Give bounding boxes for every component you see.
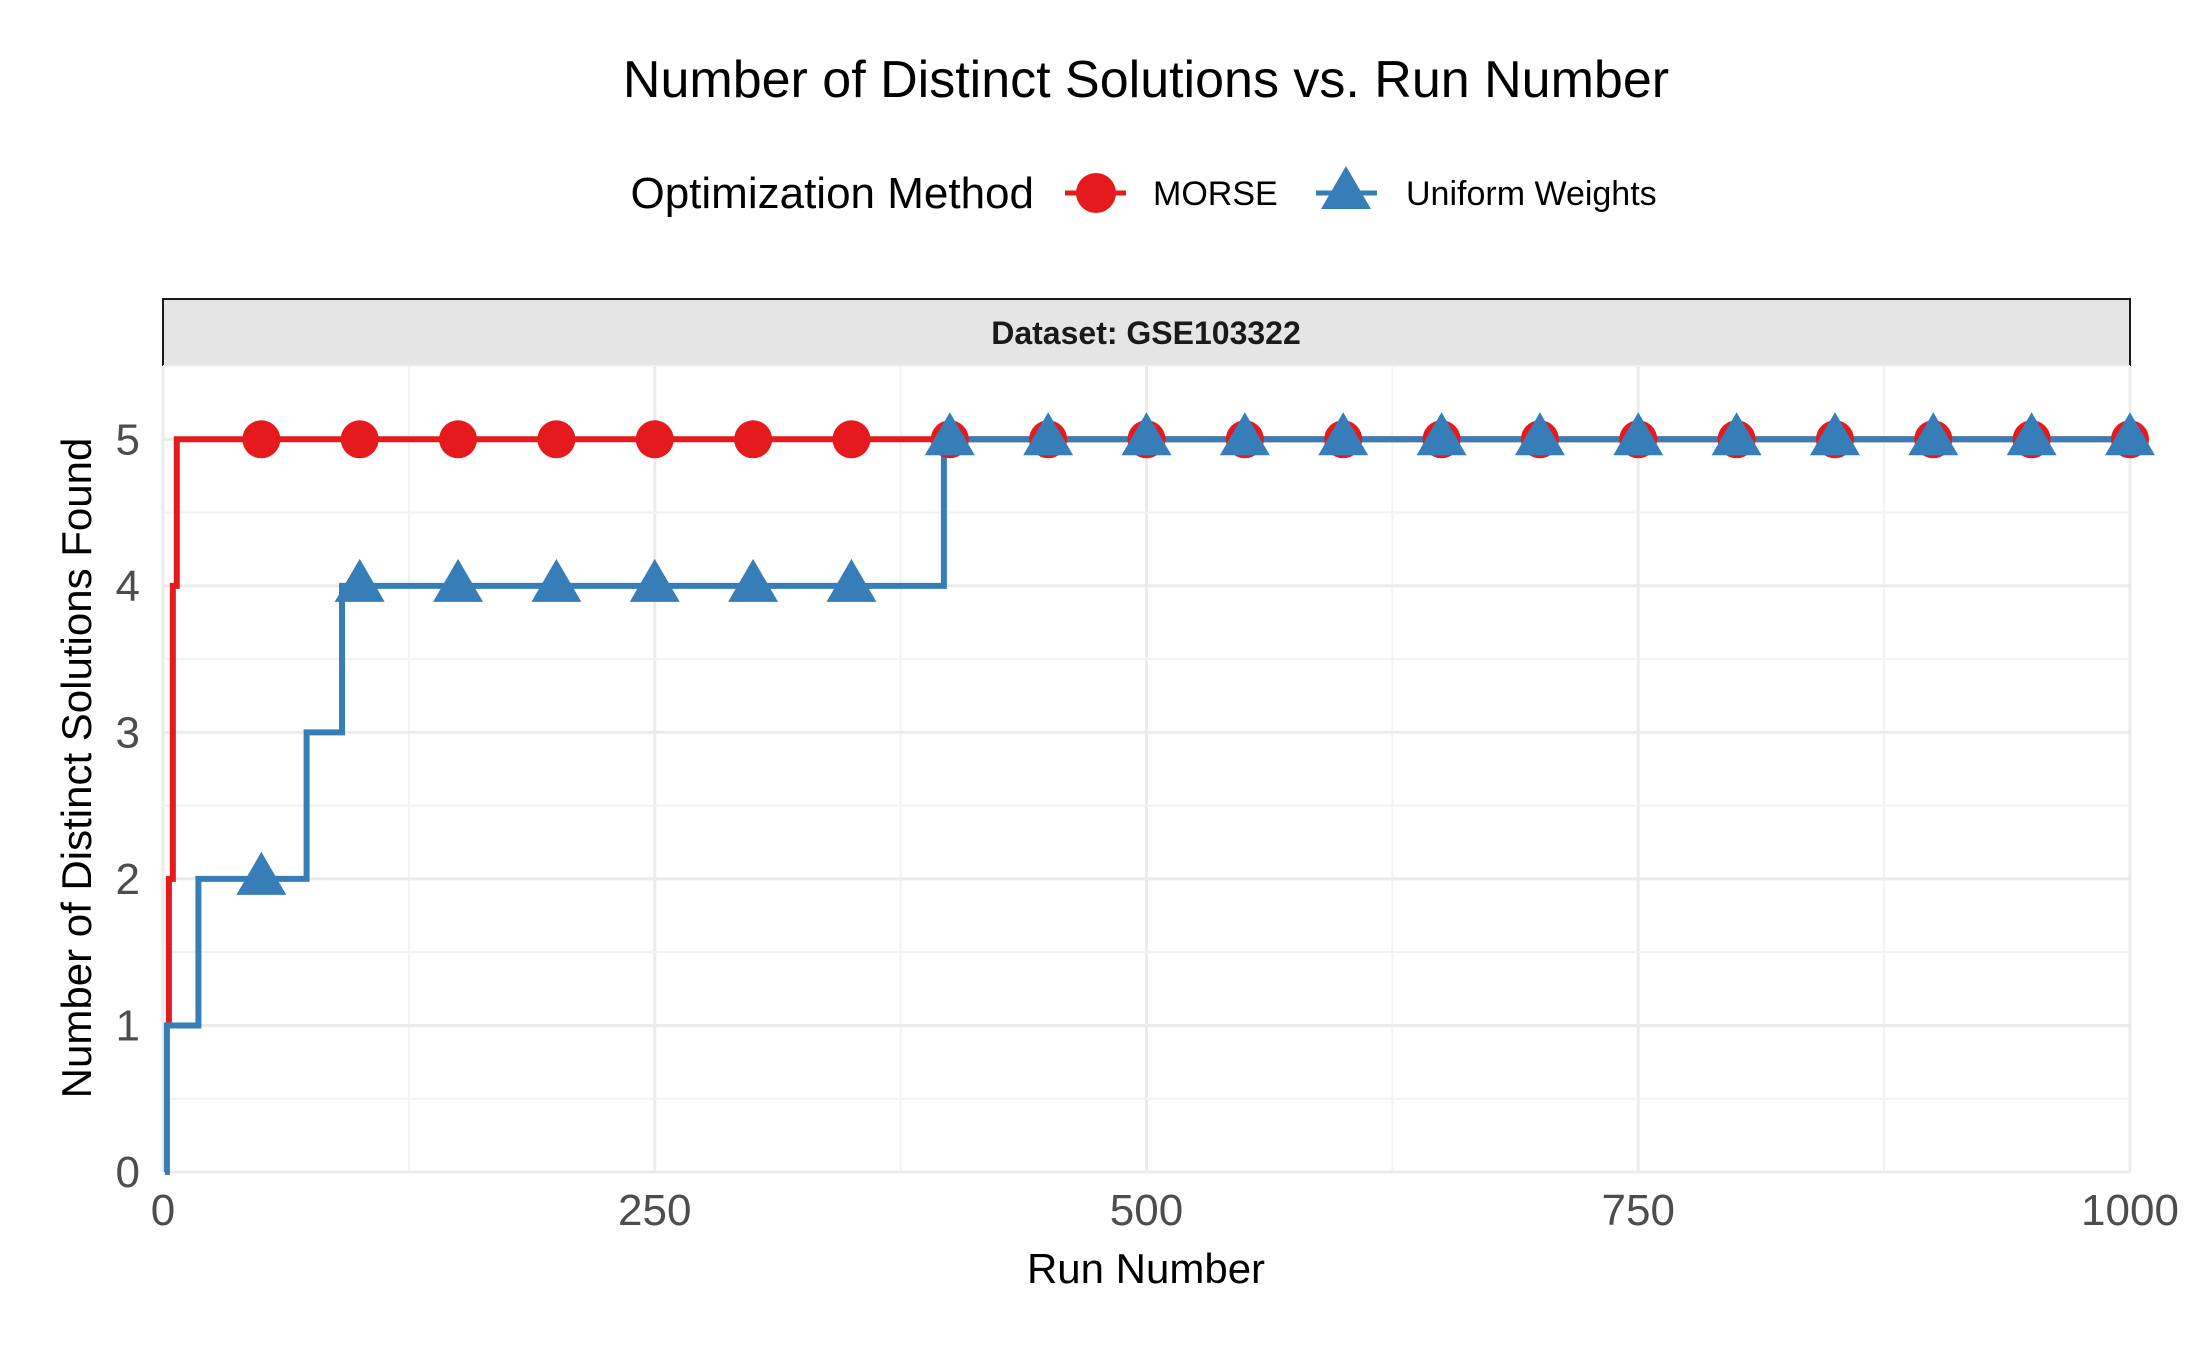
y-tick-label: 1 [116,1001,140,1050]
data-point-morse [340,420,379,459]
series-layer [163,436,2130,1175]
x-axis-title: Run Number [1027,1245,1265,1292]
data-point-uniform-weights [826,558,877,602]
y-tick-label: 0 [116,1148,140,1197]
data-point-uniform-weights [1613,412,1664,456]
x-tick-label: 1000 [2081,1186,2179,1235]
legend-marker-uniform-weights [1321,166,1371,209]
data-point-uniform-weights [1416,412,1467,456]
chart-title: Number of Distinct Solutions vs. Run Num… [623,51,1669,109]
data-point-uniform-weights [1219,412,1270,456]
x-tick-label: 250 [618,1186,691,1235]
series-line-uniform-weights [163,436,2130,1175]
marker-layer [236,412,2155,895]
legend-label-uniform-weights: Uniform Weights [1406,175,1657,213]
data-point-morse [734,420,773,459]
y-axis-ticks: 0 1 2 3 4 5 [116,415,140,1197]
facet-strip-box [162,298,2131,367]
facet-strip: Dataset: GSE103322 [162,298,2131,367]
data-point-uniform-weights [1908,412,1959,456]
data-point-uniform-weights [629,558,680,602]
data-point-morse [439,420,478,459]
y-tick-label: 2 [116,855,140,904]
y-axis-title: Number of Distinct Solutions Found [53,438,100,1099]
data-point-uniform-weights [2006,412,2057,456]
x-tick-label: 750 [1602,1186,1675,1235]
data-point-uniform-weights [1514,412,1565,456]
data-point-uniform-weights [236,851,287,895]
legend-title: Optimization Method [630,169,1034,218]
y-tick-label: 5 [116,415,140,464]
data-point-uniform-weights [924,412,975,456]
data-point-uniform-weights [1809,412,1860,456]
data-point-morse [635,420,674,459]
data-point-uniform-weights [334,558,385,602]
data-point-morse [242,420,281,459]
legend-marker-morse [1076,173,1116,213]
data-point-uniform-weights [1711,412,1762,456]
legend-label-morse: MORSE [1153,175,1278,213]
data-point-uniform-weights [433,558,484,602]
series-line-morse [164,436,2130,1029]
y-tick-label: 3 [116,708,140,757]
data-point-morse [832,420,871,459]
data-point-morse [537,420,576,459]
legend-item-uniform-weights: Uniform Weights [1316,166,1657,213]
data-point-uniform-weights [2105,412,2155,456]
data-point-uniform-weights [1023,412,1074,456]
x-tick-label: 500 [1110,1186,1183,1235]
data-point-uniform-weights [1318,412,1369,456]
legend: Optimization Method MORSE Uniform Weight… [630,166,1657,218]
data-point-uniform-weights [728,558,779,602]
legend-item-morse: MORSE [1065,173,1278,213]
x-tick-label: 0 [151,1186,175,1235]
x-axis-ticks: 0 250 500 750 1000 [151,1186,2179,1235]
data-point-uniform-weights [1121,412,1172,456]
data-point-uniform-weights [531,558,582,602]
facet-strip-label: Dataset: GSE103322 [991,315,1301,351]
y-tick-label: 4 [116,562,140,611]
